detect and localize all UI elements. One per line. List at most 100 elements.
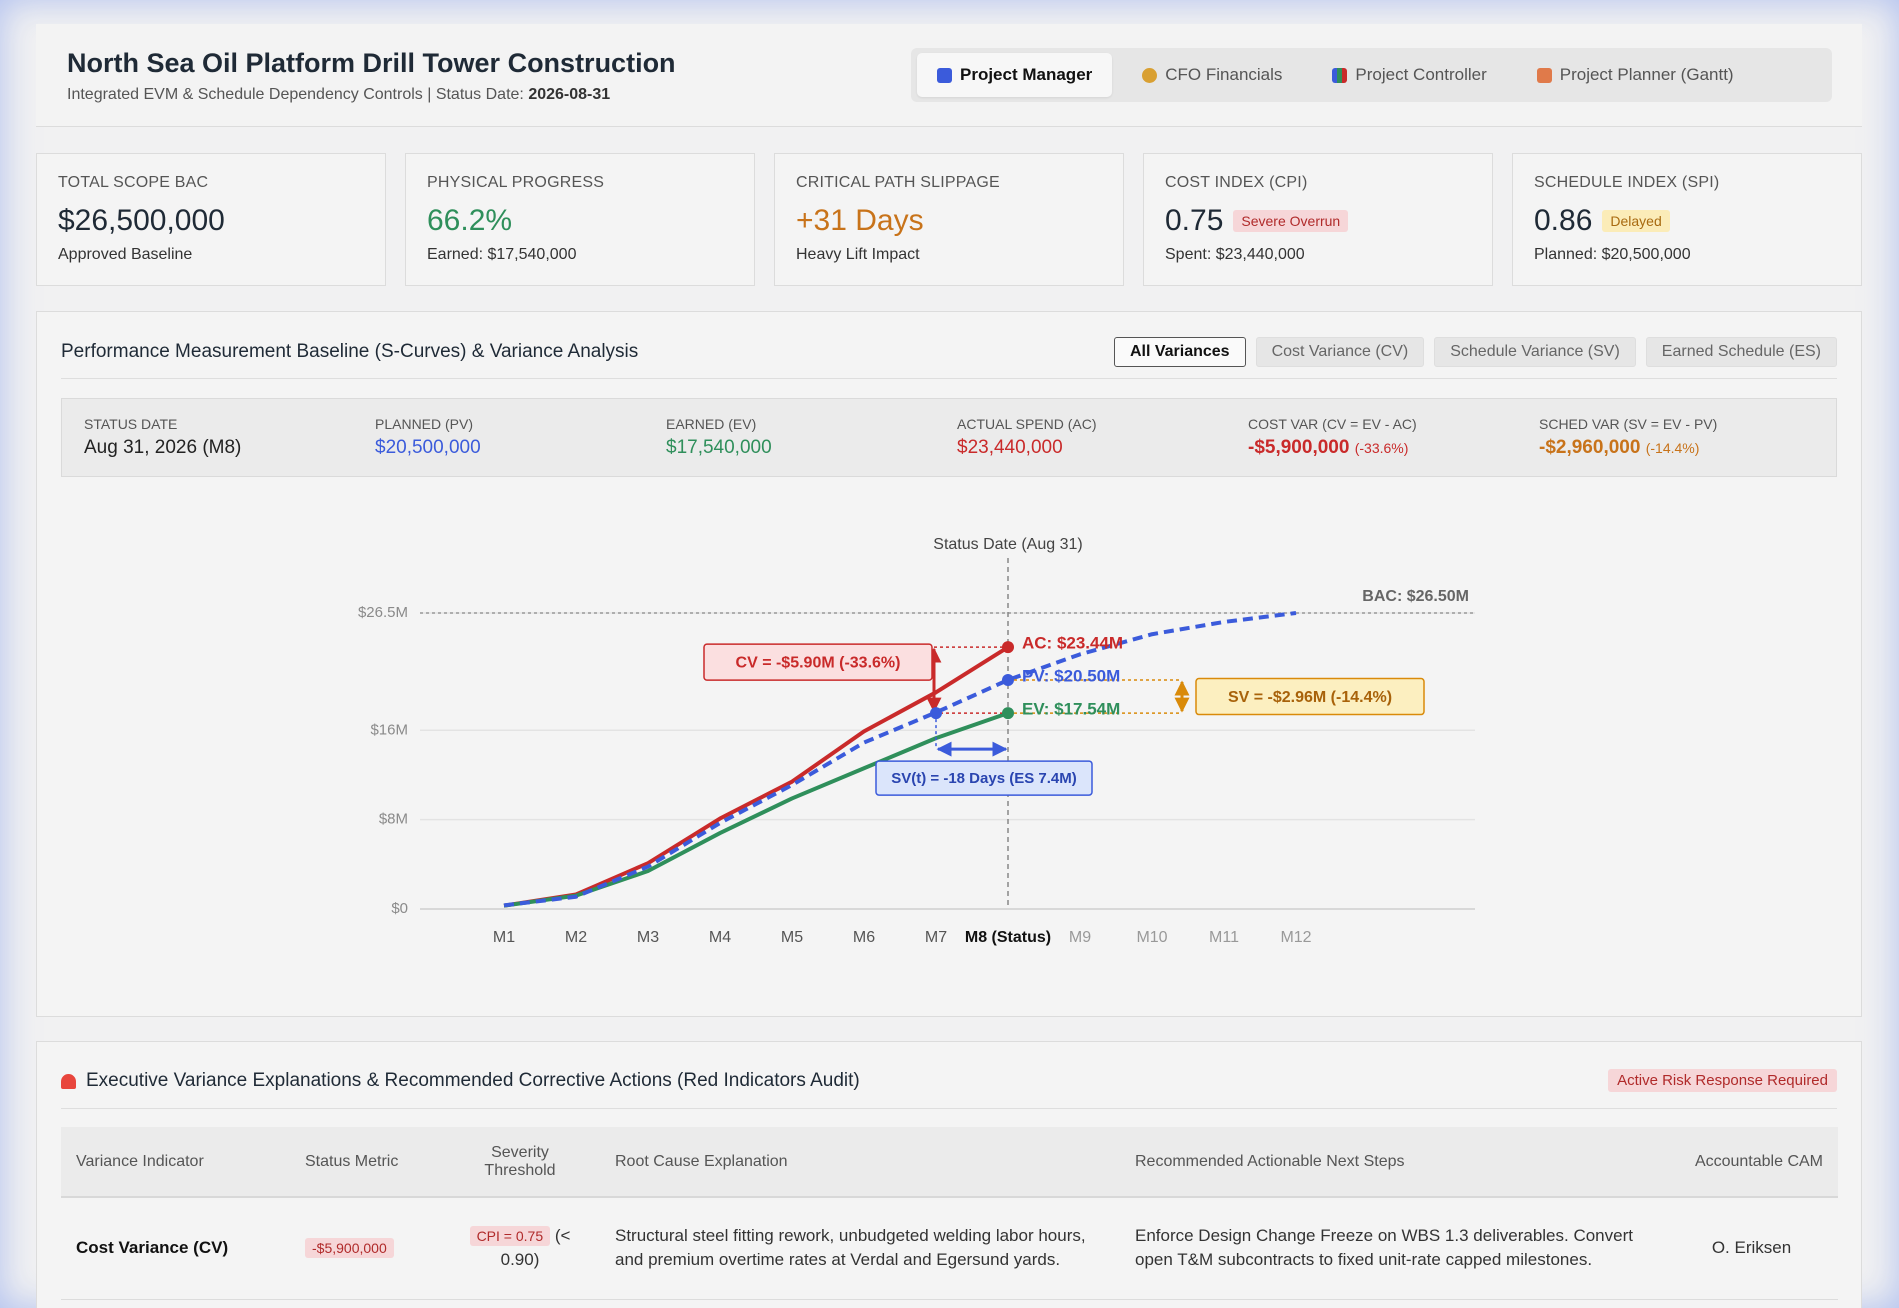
kpi-value-text: +31 Days — [796, 204, 924, 237]
kpi-value-text: 0.75 — [1165, 204, 1224, 237]
column-header: Accountable CAM — [1665, 1127, 1838, 1198]
kpi-value: 66.2% — [427, 204, 733, 238]
kpi-badge: Delayed — [1602, 210, 1670, 232]
divider — [61, 378, 1837, 379]
tab-icon — [1332, 67, 1348, 83]
header: North Sea Oil Platform Drill Tower Const… — [36, 24, 1862, 127]
summary-label: PLANNED (PV) — [375, 416, 474, 432]
tab-label: CFO Financials — [1165, 65, 1283, 84]
summary-label: COST VAR (CV = EV - AC) — [1248, 416, 1417, 432]
chart-panel: Performance Measurement Baseline (S-Curv… — [36, 311, 1862, 1017]
summary-label: STATUS DATE — [84, 416, 178, 432]
table-row: Cost Variance (CV) -$5,900,000 CPI = 0.7… — [61, 1197, 1838, 1300]
page-title: North Sea Oil Platform Drill Tower Const… — [67, 48, 676, 78]
filter-button[interactable]: Cost Variance (CV) — [1255, 337, 1425, 367]
summary-value: $17,540,000 — [666, 437, 772, 458]
tab[interactable]: Project Planner (Gantt) — [1517, 53, 1754, 97]
cell: Enforce Design Change Freeze on WBS 1.3 … — [1120, 1197, 1665, 1300]
cell: O. Eriksen — [1665, 1197, 1838, 1300]
summary-item: COST VAR (CV = EV - AC) -$5,900,000 (-33.… — [1248, 399, 1539, 476]
kpi-value-text: 0.86 — [1534, 204, 1593, 237]
tab[interactable]: Project Controller — [1312, 53, 1506, 97]
page-subtitle: Integrated EVM & Schedule Dependency Con… — [67, 86, 610, 104]
summary-value: $20,500,000 — [375, 437, 481, 458]
table-title: Executive Variance Explanations & Recomm… — [61, 1070, 860, 1092]
summary-value: Aug 31, 2026 (M8) — [84, 437, 242, 458]
summary-label: ACTUAL SPEND (AC) — [957, 416, 1097, 432]
kpi-label: COST INDEX (CPI) — [1165, 174, 1308, 191]
kpi-label: PHYSICAL PROGRESS — [427, 174, 605, 191]
tab-label: Project Manager — [960, 65, 1093, 84]
metric-badge: -$5,900,000 — [305, 1237, 394, 1258]
tab-icon — [1142, 67, 1158, 83]
summary-strip: STATUS DATE Aug 31, 2026 (M8) PLANNED (PV… — [61, 398, 1837, 477]
alert-icon — [61, 1073, 76, 1089]
summary-label: EARNED (EV) — [666, 416, 757, 432]
panel-title: Performance Measurement Baseline (S-Curv… — [61, 341, 639, 362]
column-header: Variance Indicator — [61, 1127, 290, 1198]
filter-button[interactable]: Schedule Variance (SV) — [1434, 337, 1636, 367]
kpi-sub: Approved Baseline — [58, 246, 193, 263]
filter-group: All Variances Cost Variance (CV) Schedul… — [1113, 337, 1837, 367]
summary-item: SCHED VAR (SV = EV - PV) -$2,960,000 (-14… — [1539, 399, 1830, 476]
cell: -$5,900,000 — [290, 1197, 440, 1300]
subtitle-text: Integrated EVM & Schedule Dependency Con… — [67, 86, 524, 103]
kpi-label: CRITICAL PATH SLIPPAGE — [796, 174, 1000, 191]
table-header: Variance Indicator Status Metric Severit… — [61, 1127, 1838, 1198]
summary-pct: (-33.6%) — [1354, 440, 1409, 456]
threshold-note: (< 0.90) — [500, 1225, 571, 1270]
summary-item: ACTUAL SPEND (AC) $23,440,000 — [957, 399, 1248, 476]
kpi-card: CRITICAL PATH SLIPPAGE +31 Days Heavy Li… — [774, 153, 1124, 286]
kpi-value-text: $26,500,000 — [58, 204, 225, 237]
divider — [61, 1108, 1837, 1109]
tab-icon — [1536, 67, 1552, 83]
variance-table: Variance Indicator Status Metric Severit… — [61, 1127, 1838, 1300]
tab-label: Project Planner (Gantt) — [1559, 65, 1734, 84]
filter-button[interactable]: Earned Schedule (ES) — [1645, 337, 1837, 367]
status-date: 2026-08-31 — [528, 86, 611, 103]
kpi-sub: Planned: $20,500,000 — [1534, 246, 1691, 263]
kpi-value: +31 Days — [796, 204, 1102, 238]
kpi-label: SCHEDULE INDEX (SPI) — [1534, 174, 1720, 191]
table-panel: Executive Variance Explanations & Recomm… — [36, 1041, 1862, 1308]
cell: Cost Variance (CV) — [61, 1197, 290, 1300]
kpi-sub: Earned: $17,540,000 — [427, 246, 577, 263]
kpi-sub: Heavy Lift Impact — [796, 246, 920, 263]
tab[interactable]: Project Manager — [917, 53, 1113, 97]
cell: Structural steel fitting rework, unbudge… — [600, 1197, 1120, 1300]
column-header: Recommended Actionable Next Steps — [1120, 1127, 1665, 1198]
filter-button[interactable]: All Variances — [1113, 337, 1246, 367]
summary-value: $23,440,000 — [957, 437, 1063, 458]
summary-value-text: -$2,960,000 — [1539, 437, 1641, 458]
kpi-badge: Severe Overrun — [1233, 210, 1349, 232]
kpi-value: 0.86 Delayed — [1534, 204, 1840, 238]
summary-value: -$5,900,000 (-33.6%) — [1248, 437, 1539, 459]
summary-value-text: -$5,900,000 — [1248, 437, 1350, 458]
table-title-text: Executive Variance Explanations & Recomm… — [86, 1070, 860, 1091]
kpi-value: $26,500,000 — [58, 204, 364, 238]
cell: CPI = 0.75 (< 0.90) — [440, 1197, 600, 1300]
kpi-card: PHYSICAL PROGRESS 66.2% Earned: $17,540,… — [405, 153, 755, 286]
summary-value: -$2,960,000 (-14.4%) — [1539, 437, 1830, 459]
summary-pct: (-14.4%) — [1645, 440, 1700, 456]
tab[interactable]: CFO Financials — [1122, 53, 1302, 97]
tab-bar: Project Manager CFO Financials Project C… — [911, 48, 1832, 102]
kpi-value: 0.75 Severe Overrun — [1165, 204, 1471, 238]
threshold-badge: CPI = 0.75 — [469, 1225, 551, 1246]
tab-icon — [937, 67, 952, 83]
summary-item: EARNED (EV) $17,540,000 — [666, 399, 957, 476]
summary-item: STATUS DATE Aug 31, 2026 (M8) — [84, 399, 375, 476]
column-header: Severity Threshold — [440, 1127, 600, 1198]
column-header: Root Cause Explanation — [600, 1127, 1120, 1198]
kpi-card: COST INDEX (CPI) 0.75 Severe Overrun Spen… — [1143, 153, 1493, 286]
risk-badge: Active Risk Response Required — [1608, 1069, 1837, 1092]
kpi-label: TOTAL SCOPE BAC — [58, 174, 209, 191]
kpi-card: SCHEDULE INDEX (SPI) 0.86 Delayed Planned… — [1512, 153, 1862, 286]
kpi-card: TOTAL SCOPE BAC $26,500,000 Approved Bas… — [36, 153, 386, 286]
summary-item: PLANNED (PV) $20,500,000 — [375, 399, 666, 476]
kpi-value-text: 66.2% — [427, 204, 513, 237]
column-header: Status Metric — [290, 1127, 440, 1198]
tab-label: Project Controller — [1355, 65, 1487, 84]
summary-label: SCHED VAR (SV = EV - PV) — [1539, 416, 1718, 432]
